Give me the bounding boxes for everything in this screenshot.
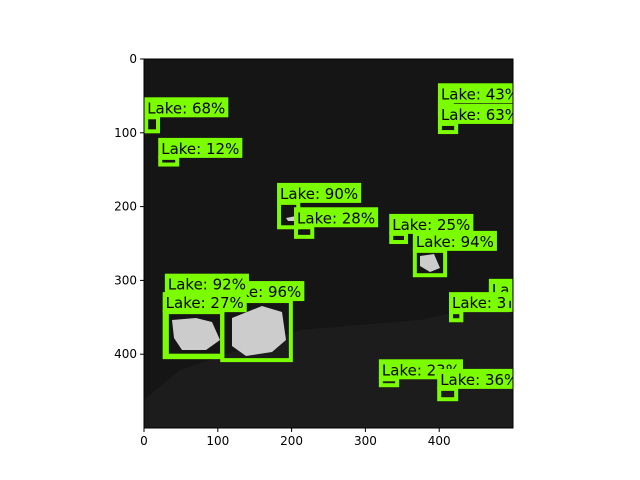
label-background bbox=[277, 182, 362, 203]
detection-label: Lake: 68% bbox=[147, 99, 225, 117]
label-background bbox=[437, 368, 513, 389]
axes-frame bbox=[143, 58, 514, 429]
x-tick-label: 400 bbox=[428, 434, 451, 448]
label-background bbox=[144, 97, 229, 118]
detection-label: Lake: 27% bbox=[166, 294, 244, 312]
label-background bbox=[389, 213, 474, 234]
detection-label: Lake: 36% bbox=[440, 371, 518, 389]
label-background bbox=[164, 273, 249, 294]
y-tick-label: 300 bbox=[114, 273, 137, 287]
y-tick-label: 100 bbox=[114, 126, 137, 140]
detection-label: Lake: 28% bbox=[297, 209, 375, 227]
x-tick-label: 0 bbox=[140, 434, 148, 448]
label-background bbox=[162, 292, 247, 313]
detections: Lake: 68% Lake: 12% Lake: 43% Lake: 63% Lake… bbox=[144, 83, 519, 402]
detection-label: Lake: 25% bbox=[392, 216, 470, 234]
label-background bbox=[294, 207, 379, 228]
detection-label: Lake: 12% bbox=[161, 140, 239, 158]
label-background bbox=[449, 292, 510, 313]
x-tick-label: 300 bbox=[354, 434, 377, 448]
y-tick-label: 400 bbox=[114, 347, 137, 361]
detection-label: Lake: 43% bbox=[441, 85, 519, 103]
y-tick-label: 200 bbox=[114, 200, 137, 214]
detection-label: Lake: 94% bbox=[416, 233, 494, 251]
x-tick-label: 100 bbox=[206, 434, 229, 448]
label-background bbox=[158, 137, 243, 158]
detection-label: Lake: 3 bbox=[452, 294, 506, 312]
y-tick-label: 0 bbox=[129, 52, 137, 66]
detection-label: Lake: 63% bbox=[441, 106, 519, 124]
label-background bbox=[412, 230, 497, 251]
label-background bbox=[437, 83, 513, 104]
detection-label: Lake: 90% bbox=[280, 185, 358, 203]
x-tick-label: 200 bbox=[280, 434, 303, 448]
detection-label: Lake: 92% bbox=[168, 276, 246, 294]
label-background bbox=[437, 103, 513, 124]
